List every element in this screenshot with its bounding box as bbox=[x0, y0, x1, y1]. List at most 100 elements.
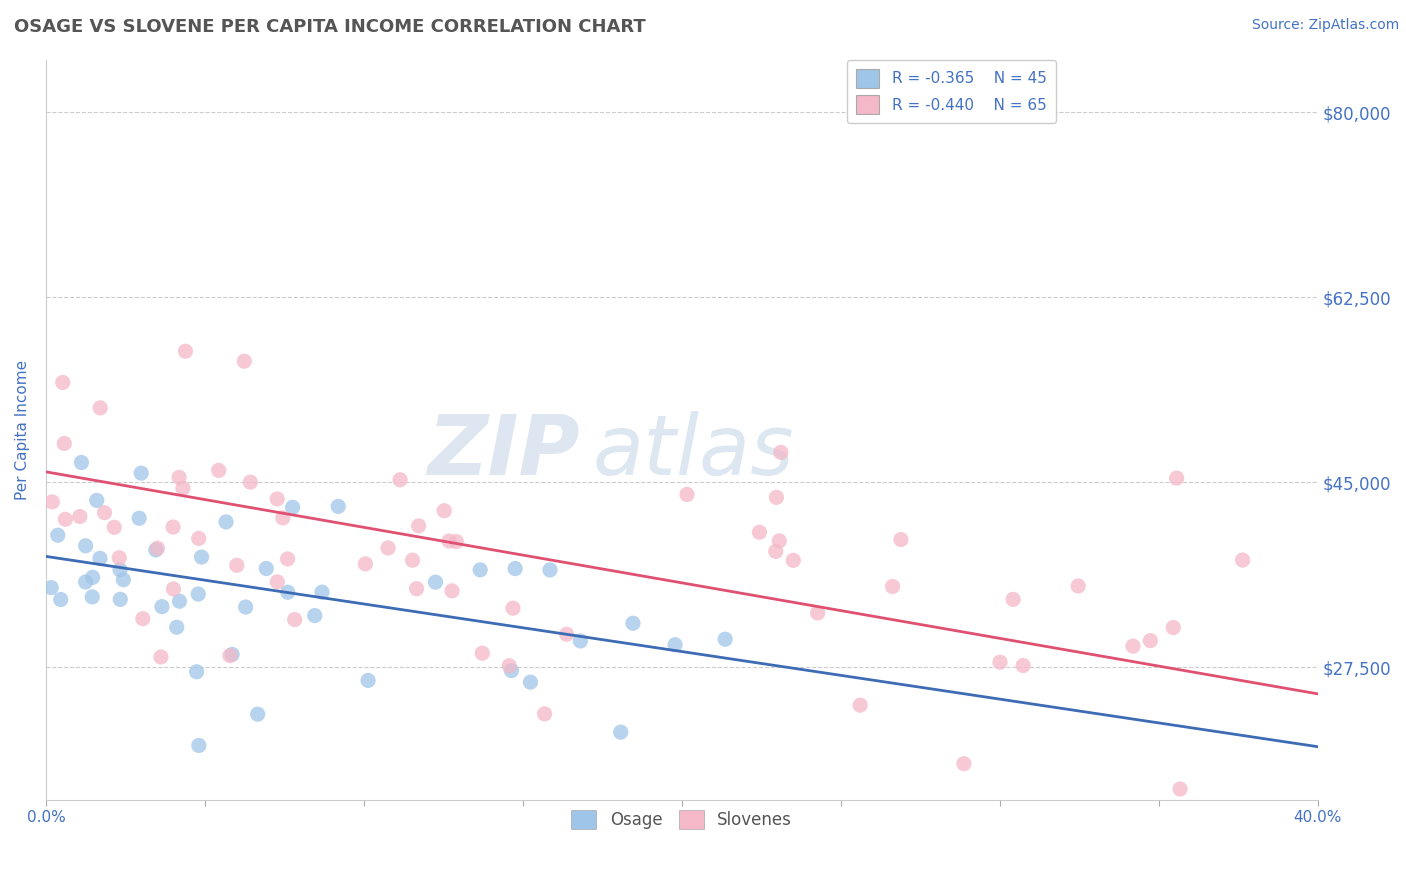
Legend: Osage, Slovenes: Osage, Slovenes bbox=[565, 803, 799, 836]
Point bbox=[145, 543, 167, 558]
Point bbox=[128, 511, 150, 525]
Point bbox=[311, 585, 333, 599]
Point bbox=[405, 582, 427, 596]
Point bbox=[953, 756, 976, 771]
Point bbox=[266, 491, 288, 506]
Text: OSAGE VS SLOVENE PER CAPITA INCOME CORRELATION CHART: OSAGE VS SLOVENE PER CAPITA INCOME CORRE… bbox=[14, 18, 645, 36]
Point bbox=[108, 550, 131, 565]
Point bbox=[93, 506, 115, 520]
Point bbox=[49, 592, 72, 607]
Point bbox=[538, 563, 561, 577]
Point bbox=[1232, 553, 1254, 567]
Point bbox=[284, 613, 307, 627]
Point bbox=[187, 587, 209, 601]
Point bbox=[328, 500, 350, 514]
Point bbox=[389, 473, 412, 487]
Point bbox=[266, 574, 288, 589]
Point bbox=[190, 549, 212, 564]
Point bbox=[187, 739, 209, 753]
Point bbox=[765, 544, 787, 558]
Point bbox=[714, 632, 737, 647]
Point bbox=[89, 551, 111, 566]
Point bbox=[221, 648, 243, 662]
Point bbox=[69, 509, 91, 524]
Point bbox=[186, 665, 208, 679]
Point bbox=[569, 634, 592, 648]
Point bbox=[110, 592, 132, 607]
Point bbox=[208, 463, 231, 477]
Point bbox=[187, 532, 209, 546]
Point bbox=[441, 583, 464, 598]
Point bbox=[75, 539, 97, 553]
Y-axis label: Per Capita Income: Per Capita Income bbox=[15, 359, 30, 500]
Point bbox=[621, 616, 644, 631]
Point bbox=[664, 638, 686, 652]
Point bbox=[501, 664, 523, 678]
Point bbox=[1122, 639, 1144, 653]
Point bbox=[1067, 579, 1090, 593]
Point bbox=[765, 491, 787, 505]
Point bbox=[162, 582, 184, 596]
Point bbox=[503, 561, 526, 575]
Point bbox=[166, 620, 188, 634]
Point bbox=[246, 707, 269, 722]
Point bbox=[1161, 620, 1184, 634]
Point bbox=[277, 585, 299, 599]
Point bbox=[70, 455, 93, 469]
Point bbox=[377, 541, 399, 555]
Point bbox=[446, 534, 468, 549]
Point bbox=[437, 533, 460, 548]
Point bbox=[502, 601, 524, 615]
Point bbox=[609, 725, 631, 739]
Point bbox=[46, 528, 69, 542]
Point bbox=[233, 354, 256, 368]
Point bbox=[75, 574, 97, 589]
Point bbox=[533, 706, 555, 721]
Point bbox=[1166, 471, 1188, 485]
Point bbox=[1002, 592, 1025, 607]
Point bbox=[103, 520, 125, 534]
Point bbox=[86, 493, 108, 508]
Point bbox=[807, 606, 830, 620]
Point bbox=[519, 675, 541, 690]
Point bbox=[498, 658, 520, 673]
Point bbox=[215, 515, 238, 529]
Point bbox=[882, 580, 904, 594]
Point bbox=[425, 575, 447, 590]
Point bbox=[470, 563, 492, 577]
Point bbox=[277, 552, 299, 566]
Point bbox=[471, 646, 494, 660]
Point bbox=[769, 445, 792, 459]
Point bbox=[1012, 658, 1035, 673]
Point bbox=[401, 553, 423, 567]
Point bbox=[146, 541, 169, 556]
Point bbox=[149, 650, 172, 665]
Point bbox=[89, 401, 111, 415]
Point bbox=[112, 573, 135, 587]
Point bbox=[172, 481, 194, 495]
Text: ZIP: ZIP bbox=[427, 411, 581, 492]
Point bbox=[53, 512, 76, 526]
Point bbox=[225, 558, 247, 573]
Point bbox=[53, 436, 76, 450]
Text: atlas: atlas bbox=[593, 411, 794, 492]
Point bbox=[988, 655, 1011, 669]
Point bbox=[890, 533, 912, 547]
Point bbox=[433, 504, 456, 518]
Point bbox=[132, 612, 155, 626]
Point bbox=[782, 553, 804, 567]
Point bbox=[357, 673, 380, 688]
Point bbox=[555, 627, 578, 641]
Text: Source: ZipAtlas.com: Source: ZipAtlas.com bbox=[1251, 18, 1399, 32]
Point bbox=[235, 600, 257, 615]
Point bbox=[676, 487, 699, 501]
Point bbox=[52, 376, 75, 390]
Point bbox=[82, 570, 104, 584]
Point bbox=[768, 533, 790, 548]
Point bbox=[281, 500, 304, 515]
Point bbox=[169, 594, 191, 608]
Point bbox=[254, 561, 277, 575]
Point bbox=[39, 581, 62, 595]
Point bbox=[167, 470, 190, 484]
Point bbox=[174, 344, 197, 359]
